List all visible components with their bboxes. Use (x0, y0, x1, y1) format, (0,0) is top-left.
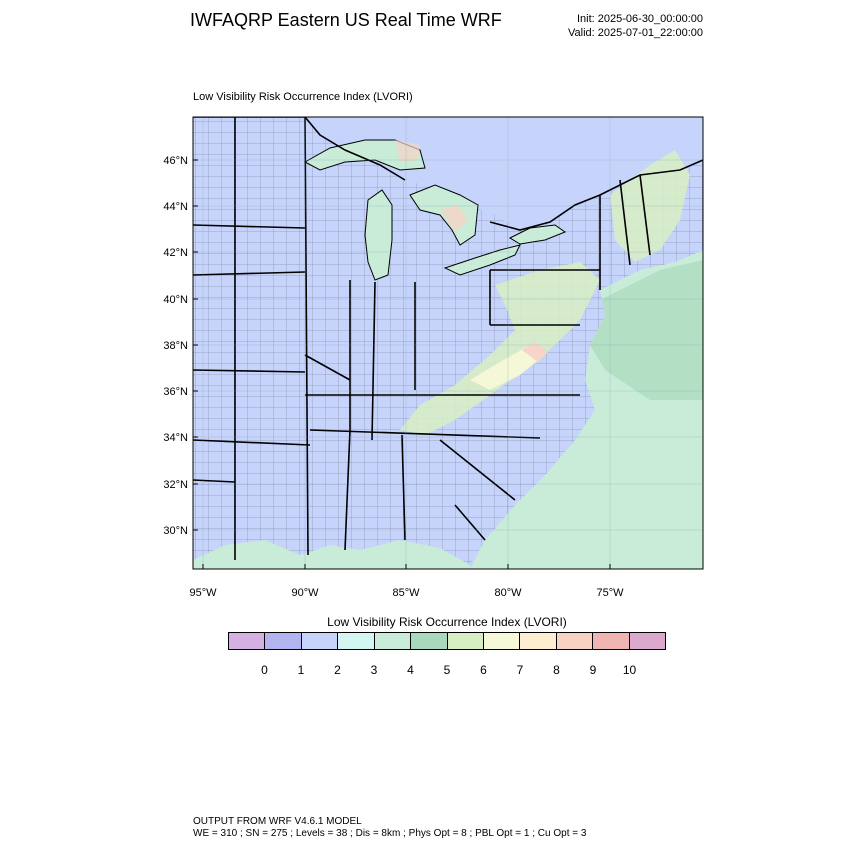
lon-labels: 95°W 90°W 85°W 80°W 75°W (189, 587, 624, 599)
lon-label: 95°W (189, 587, 217, 599)
appalachian-risk-zone (400, 262, 600, 435)
state-boundaries (193, 117, 651, 560)
lat-label: 42°N (163, 247, 188, 259)
lat-label: 44°N (163, 201, 188, 213)
lon-ticks (202, 564, 611, 569)
colorbar-segment (411, 633, 448, 649)
virginia-risk-zone (470, 345, 545, 390)
colorbar-segment (520, 633, 557, 649)
lat-label: 46°N (163, 155, 188, 167)
lat-ticks (193, 159, 198, 531)
model-info: OUTPUT FROM WRF V4.6.1 MODEL (193, 816, 362, 827)
colorbar-tick-label: 4 (407, 663, 414, 677)
shenandoah-high-risk (522, 342, 548, 362)
colorbar-segment (301, 633, 339, 649)
lat-label: 40°N (163, 294, 188, 306)
colorbar-tick-label: 2 (334, 663, 341, 677)
map-title: Low Visibility Risk Occurrence Index (LV… (193, 91, 413, 103)
colorbar-segment (338, 633, 375, 649)
lat-label: 32°N (163, 479, 188, 491)
superior-risk-zone (395, 140, 420, 162)
colorbar-tick-label: 3 (370, 663, 378, 677)
init-time: Init: 2025-06-30_00:00:00 (577, 13, 703, 25)
graticule (193, 117, 703, 569)
valid-time: Valid: 2025-07-01_22:00:00 (568, 27, 703, 39)
lat-label: 30°N (163, 525, 188, 537)
colorbar-segment (556, 633, 594, 649)
canada-border (193, 117, 703, 231)
colorbar-segment (629, 633, 666, 649)
colorbar-tick-label: 7 (516, 663, 524, 677)
colorbar-tick-label: 1 (297, 663, 305, 677)
page-title: IWFAQRP Eastern US Real Time WRF (190, 10, 502, 30)
lat-label: 36°N (163, 386, 188, 398)
colorbar-segment (374, 633, 412, 649)
colorbar-tick-label: 8 (553, 663, 560, 677)
map-frame (192, 116, 704, 570)
lake-michigan (364, 189, 393, 281)
colorbar-tick-label: 0 (261, 663, 268, 677)
gulf-of-mexico (193, 540, 470, 569)
colorbar-tick-label: 9 (589, 663, 597, 677)
lake-erie (443, 244, 521, 276)
lon-label: 80°W (494, 587, 522, 599)
colorbar-segment (593, 633, 630, 649)
lon-label: 90°W (291, 587, 319, 599)
lon-label: 75°W (596, 587, 624, 599)
model-config: WE = 310 ; SN = 275 ; Levels = 38 ; Dis … (193, 828, 587, 839)
colorbar-segment (265, 633, 302, 649)
ocean-mid-band (590, 260, 703, 400)
lat-label: 38°N (163, 340, 188, 352)
lon-label: 85°W (392, 587, 420, 599)
colorbar (228, 632, 666, 650)
lake-superior (303, 139, 426, 171)
colorbar-tick-label: 5 (443, 663, 451, 677)
colorbar-title: Low Visibility Risk Occurrence Index (LV… (327, 615, 567, 629)
lat-label: 34°N (163, 432, 188, 444)
michigan-risk-zone (440, 205, 468, 232)
colorbar-segment (447, 633, 484, 649)
lat-labels: 46°N 44°N 42°N 40°N 38°N 36°N 34°N 32°N … (163, 155, 188, 537)
colorbar-segment (483, 633, 521, 649)
colorbar-tick-label: 6 (480, 663, 487, 677)
colorbar-tick-label: 10 (622, 663, 637, 677)
colorbar-segment (229, 633, 266, 649)
